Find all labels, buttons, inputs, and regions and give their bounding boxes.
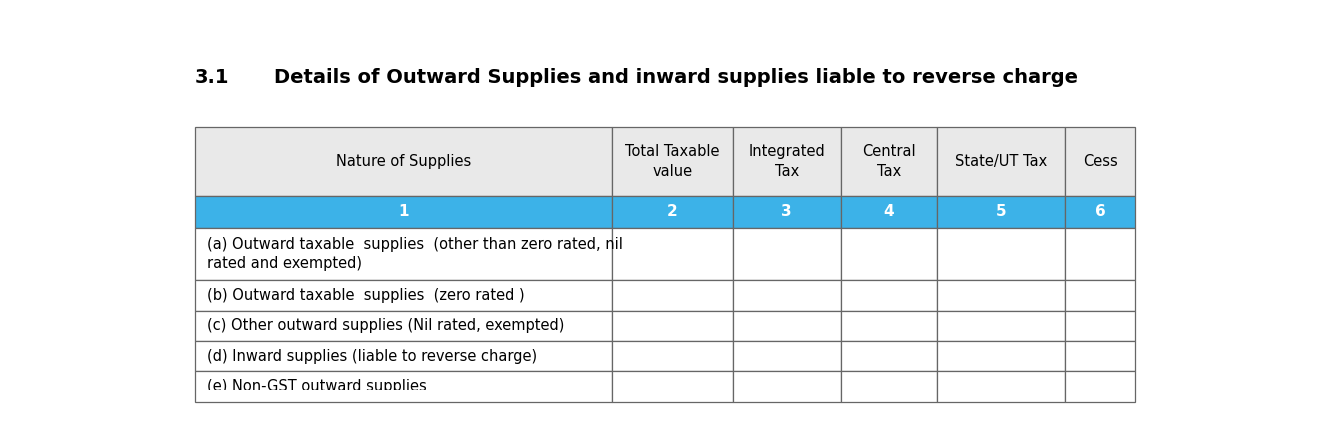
Text: Total Taxable
value: Total Taxable value [625, 144, 719, 179]
Bar [841, 311, 937, 341]
Text: 1: 1 [399, 205, 409, 219]
Bar [613, 311, 732, 341]
Bar [732, 228, 841, 280]
Text: Nature of Supplies: Nature of Supplies [336, 154, 472, 169]
Bar [195, 228, 613, 280]
Text: (b) Outward taxable  supplies  (zero rated ): (b) Outward taxable supplies (zero rated… [207, 288, 525, 303]
Bar [1066, 311, 1135, 341]
Bar [1066, 127, 1135, 196]
Bar [613, 280, 732, 311]
Bar [937, 341, 1066, 371]
Bar [841, 228, 937, 280]
Bar [937, 127, 1066, 196]
Text: (c) Other outward supplies (Nil rated, exempted): (c) Other outward supplies (Nil rated, e… [207, 318, 565, 333]
Bar [937, 228, 1066, 280]
Bar [613, 127, 732, 196]
Text: (d) Inward supplies (liable to reverse charge): (d) Inward supplies (liable to reverse c… [207, 349, 537, 364]
Bar [195, 196, 613, 228]
Bar [937, 311, 1066, 341]
Bar [841, 127, 937, 196]
Bar [195, 280, 613, 311]
Text: 3: 3 [781, 205, 792, 219]
Bar [841, 196, 937, 228]
Bar [732, 311, 841, 341]
Bar [732, 371, 841, 402]
Text: Central
Tax: Central Tax [861, 144, 916, 179]
Bar [937, 371, 1066, 402]
Text: Cess: Cess [1083, 154, 1118, 169]
Bar [195, 311, 613, 341]
Bar [732, 341, 841, 371]
Bar [732, 280, 841, 311]
Text: 2: 2 [667, 205, 678, 219]
Text: State/UT Tax: State/UT Tax [954, 154, 1047, 169]
Bar [195, 341, 613, 371]
Bar [937, 280, 1066, 311]
Bar [1066, 371, 1135, 402]
Bar [195, 127, 613, 196]
Text: 6: 6 [1095, 205, 1106, 219]
Bar [841, 371, 937, 402]
Text: 5: 5 [995, 205, 1006, 219]
Bar [732, 127, 841, 196]
Bar [613, 196, 732, 228]
Text: Integrated
Tax: Integrated Tax [748, 144, 825, 179]
Bar [732, 196, 841, 228]
Bar [841, 341, 937, 371]
Bar [613, 341, 732, 371]
Text: 3.1: 3.1 [195, 68, 230, 87]
Bar [1066, 280, 1135, 311]
Bar [937, 196, 1066, 228]
Bar [1066, 341, 1135, 371]
Text: (e) Non-GST outward supplies: (e) Non-GST outward supplies [207, 379, 427, 394]
Text: (a) Outward taxable  supplies  (other than zero rated, nil
rated and exempted): (a) Outward taxable supplies (other than… [207, 237, 623, 272]
Bar [841, 280, 937, 311]
Bar [1066, 228, 1135, 280]
Bar [195, 371, 613, 402]
Text: 4: 4 [884, 205, 894, 219]
Text: Details of Outward Supplies and inward supplies liable to reverse charge: Details of Outward Supplies and inward s… [274, 68, 1078, 87]
Bar [613, 228, 732, 280]
Bar [613, 371, 732, 402]
Bar [1066, 196, 1135, 228]
